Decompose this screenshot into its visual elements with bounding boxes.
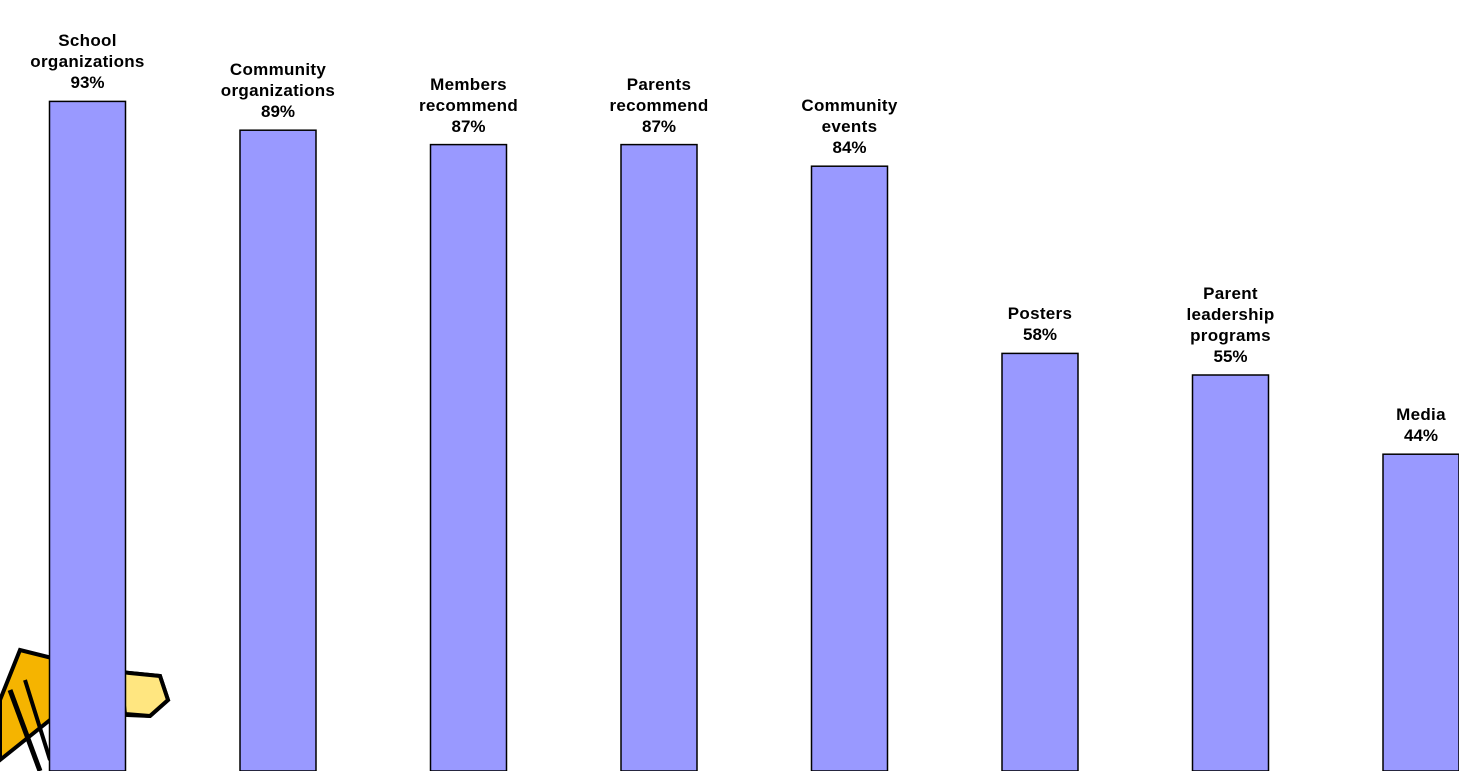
bar-label: Posters 58% <box>940 303 1140 345</box>
bar <box>1191 374 1270 771</box>
bar-label: Community organizations 89% <box>178 59 378 122</box>
category-label: Posters <box>1007 304 1073 324</box>
bar-label: Community events 84% <box>750 95 950 158</box>
bar-label: Parent leadership programs 55% <box>1131 283 1331 367</box>
bar-label: Media 44% <box>1321 404 1459 446</box>
value-label: 44% <box>1403 426 1439 446</box>
value-label: 84% <box>832 138 867 158</box>
category-label: Community organizations <box>220 60 336 101</box>
bar <box>1001 352 1079 771</box>
bar <box>810 165 889 771</box>
value-label: 58% <box>1022 325 1058 345</box>
bar-label: School organizations 93% <box>0 30 188 93</box>
bar <box>48 100 127 771</box>
category-label: Community events <box>801 96 898 137</box>
category-label: Members recommend <box>418 74 519 115</box>
value-label: 89% <box>260 102 296 122</box>
category-label: Parents recommend <box>609 74 709 115</box>
bar-label: Members recommend 87% <box>369 74 569 137</box>
category-label: Parent leadership programs <box>1186 284 1275 345</box>
bar <box>239 129 317 771</box>
value-label: 93% <box>70 73 105 93</box>
value-label: 55% <box>1213 347 1248 366</box>
value-label: 87% <box>451 116 486 136</box>
bar <box>1382 453 1459 771</box>
bar <box>620 143 698 771</box>
value-label: 87% <box>641 116 677 136</box>
category-label: School organizations <box>30 31 145 72</box>
bar <box>429 143 508 771</box>
bar-label: Parents recommend 87% <box>559 74 759 137</box>
category-label: Media <box>1396 405 1446 425</box>
